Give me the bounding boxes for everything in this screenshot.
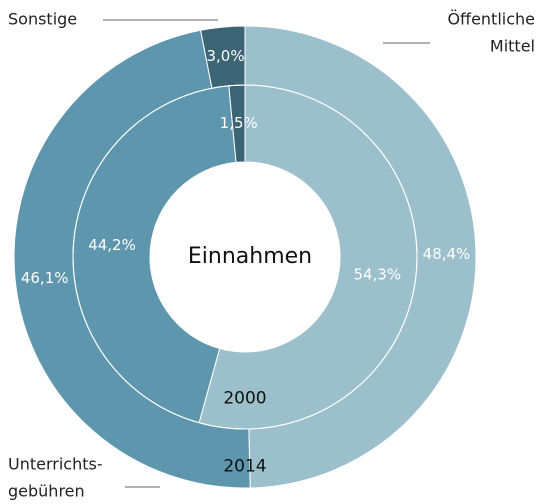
legend-label: Öffentliche	[447, 10, 535, 29]
value-label: 1,5%	[220, 114, 258, 132]
legend-label: gebühren	[8, 482, 85, 501]
value-label: 3,0%	[206, 47, 244, 65]
ring-label: 2000	[223, 389, 266, 409]
value-label: 44,2%	[88, 236, 136, 254]
ring-divider	[72, 84, 418, 430]
chart-title: Einnahmen	[188, 244, 312, 269]
ring-label: 2014	[223, 457, 266, 477]
legend-label: Sonstige	[8, 10, 77, 29]
legend-label: Unterrichts-	[8, 455, 103, 474]
legend-label: Mittel	[490, 37, 535, 56]
value-label: 48,4%	[423, 245, 471, 263]
value-label: 54,3%	[353, 265, 401, 283]
value-label: 46,1%	[21, 269, 69, 287]
